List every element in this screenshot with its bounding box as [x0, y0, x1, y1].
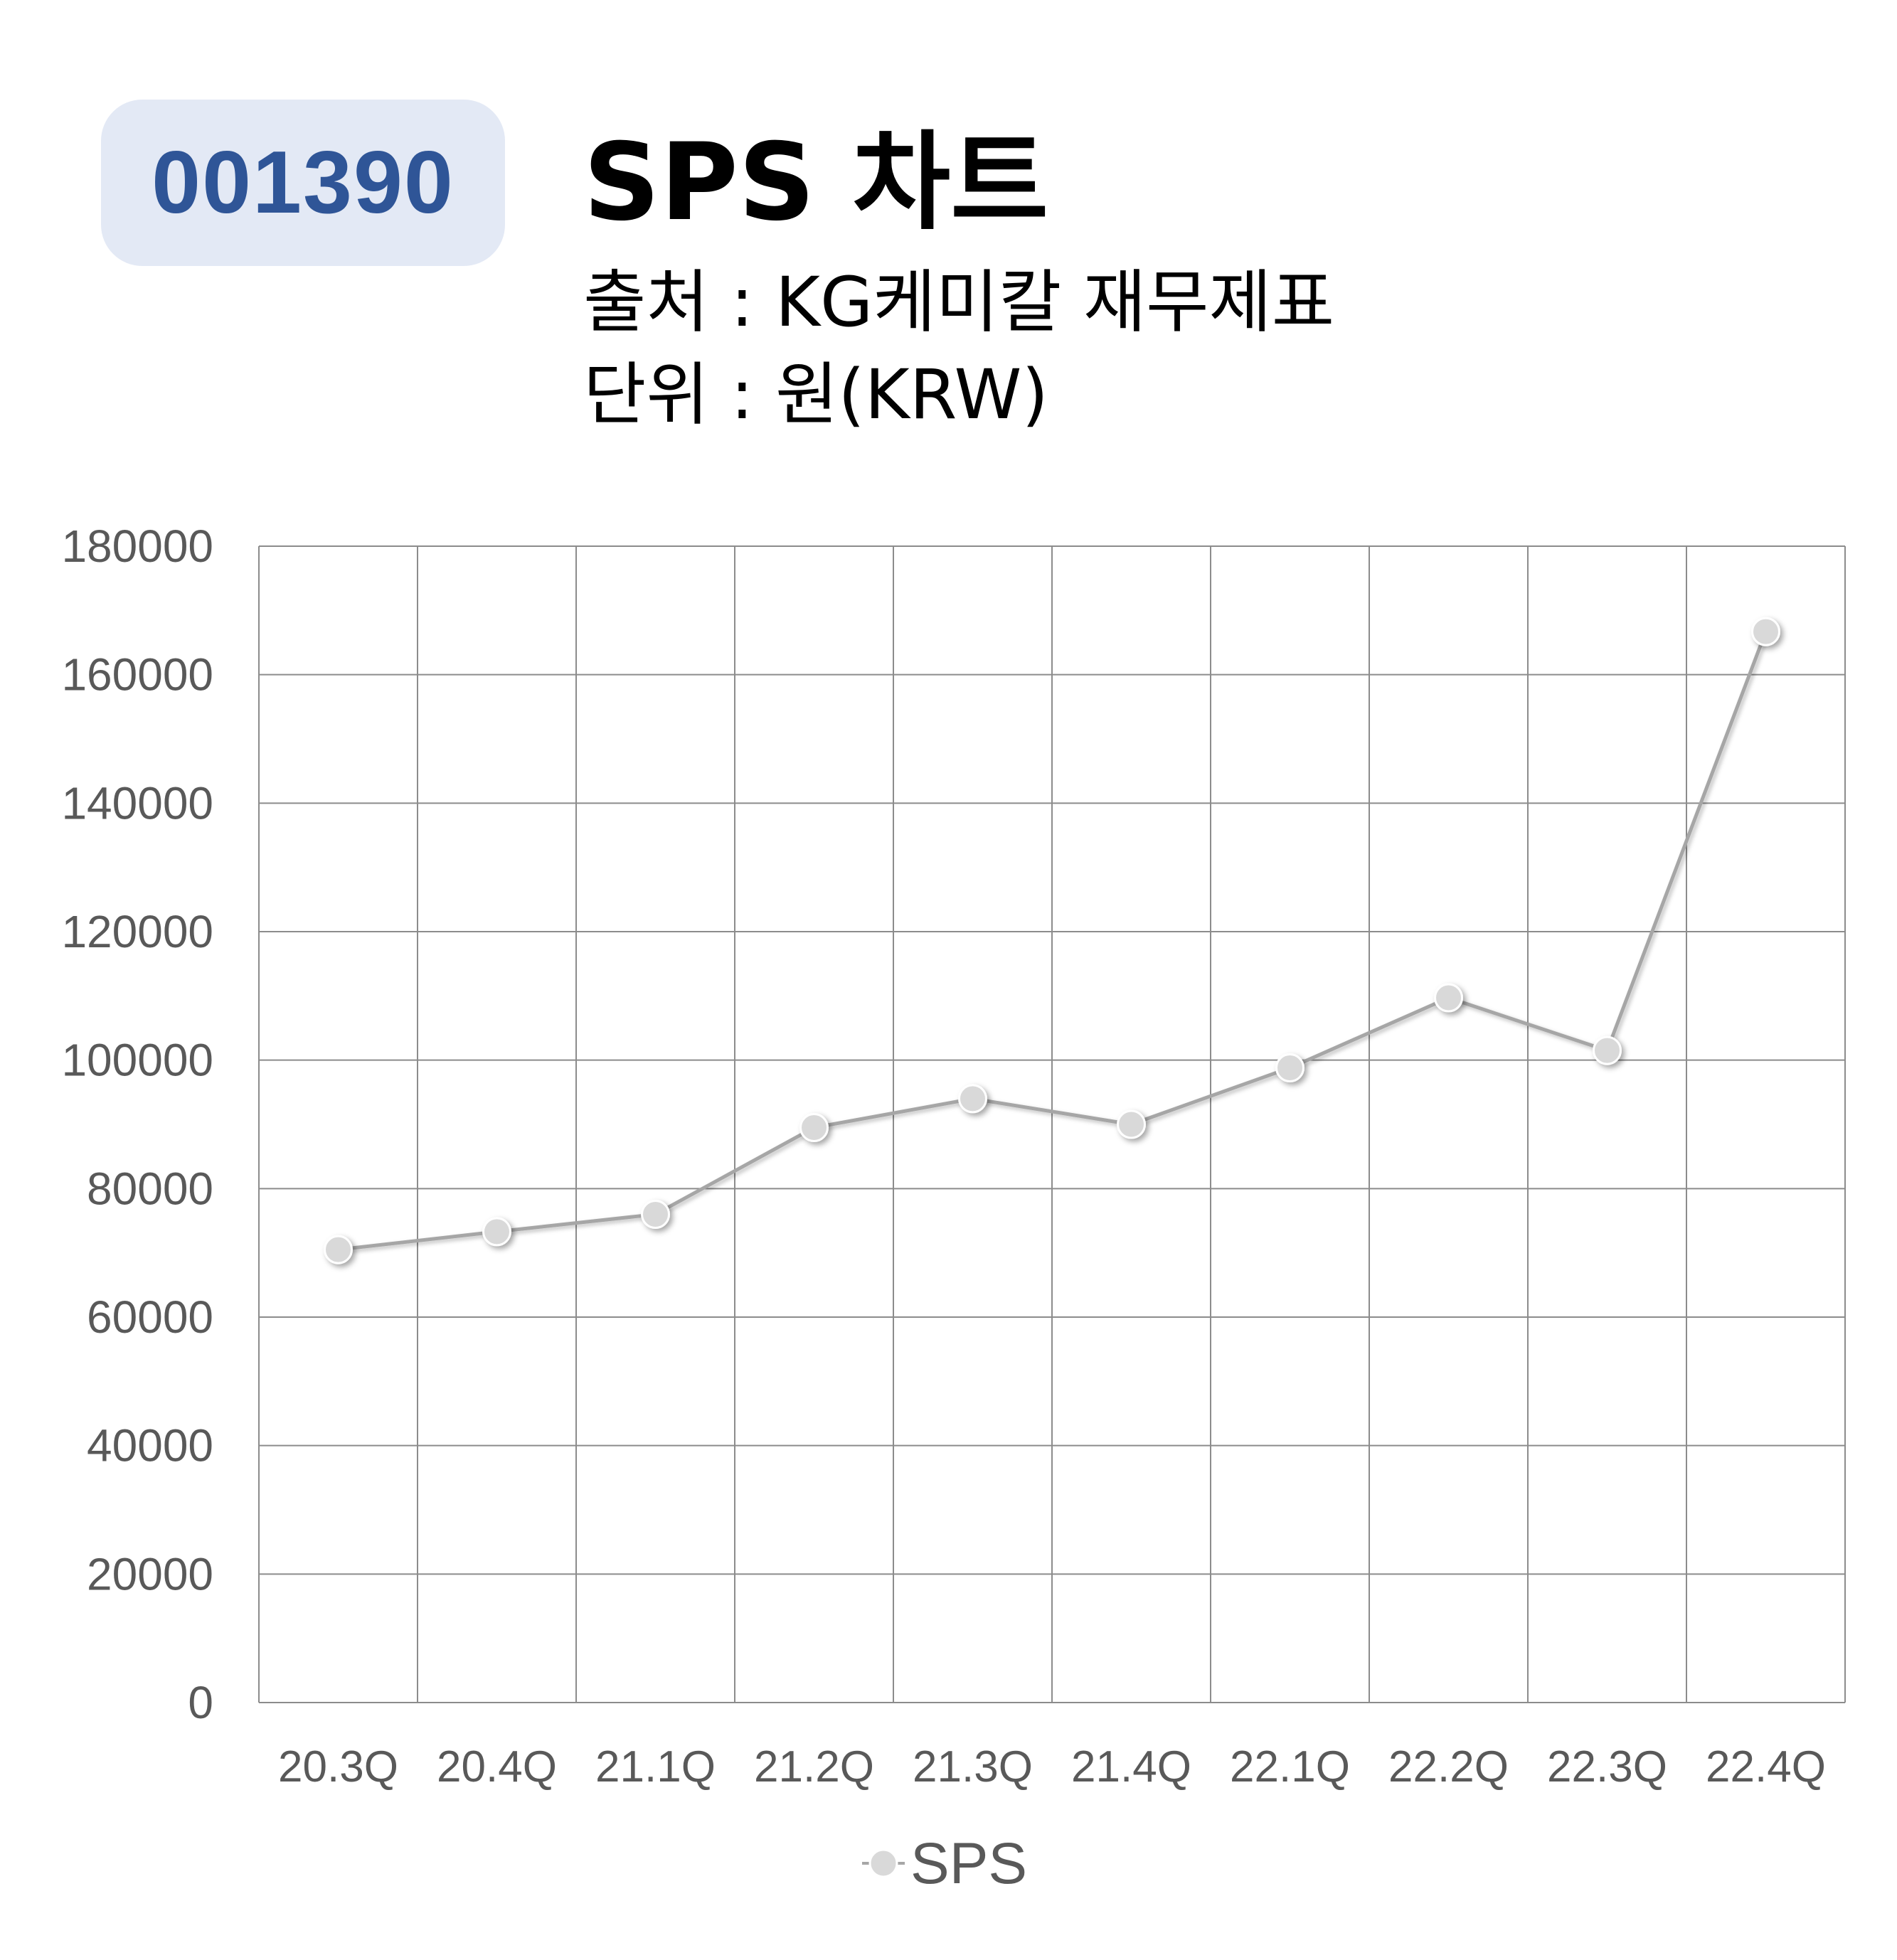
- y-tick-label: 100000: [61, 1035, 213, 1086]
- x-tick-label: 21.4Q: [1071, 1742, 1191, 1791]
- data-point: [1593, 1035, 1622, 1065]
- y-tick-label: 160000: [61, 649, 213, 701]
- series-line-sps: [338, 631, 1768, 1252]
- data-point: [324, 1235, 353, 1264]
- data-point: [1117, 1109, 1146, 1139]
- chart-title: SPS 차트: [583, 121, 1049, 245]
- y-tick-label: 0: [188, 1677, 213, 1728]
- data-point: [1275, 1053, 1304, 1083]
- stock-code: 001390: [152, 134, 455, 232]
- y-tick-label: 120000: [61, 906, 213, 957]
- grid: [258, 545, 1846, 1703]
- data-point: [482, 1217, 511, 1247]
- data-point: [1751, 617, 1780, 646]
- data-point: [799, 1113, 829, 1143]
- y-tick-label: 40000: [87, 1420, 213, 1471]
- x-tick-label: 21.3Q: [913, 1742, 1033, 1791]
- legend-label-sps: SPS: [910, 1831, 1027, 1896]
- data-point: [1434, 983, 1463, 1013]
- stock-code-badge: 001390: [101, 100, 505, 266]
- y-tick-label: 180000: [61, 521, 213, 572]
- x-tick-label: 21.2Q: [754, 1742, 874, 1791]
- x-tick-label: 22.1Q: [1230, 1742, 1350, 1791]
- x-tick-label: 20.3Q: [278, 1742, 398, 1791]
- legend-marker-swatch: [868, 1848, 898, 1878]
- data-point: [641, 1199, 670, 1229]
- legend: SPS: [862, 1831, 1027, 1896]
- y-tick-label: 20000: [87, 1548, 213, 1599]
- x-tick-label: 22.2Q: [1388, 1742, 1509, 1791]
- y-axis-ticks: 0 20000 40000 60000 80000 100000 120000 140000 1…: [61, 521, 213, 1728]
- series-sps: [324, 617, 1780, 1264]
- x-tick-label: 21.1Q: [595, 1742, 716, 1791]
- x-tick-label: 22.3Q: [1547, 1742, 1667, 1791]
- x-axis-ticks: 20.3Q 20.4Q 21.1Q 21.2Q 21.3Q 21.4Q 22.1Q 22.2Q…: [278, 1742, 1826, 1791]
- y-tick-label: 60000: [87, 1291, 213, 1343]
- y-tick-label: 80000: [87, 1163, 213, 1214]
- x-tick-label: 22.4Q: [1706, 1742, 1826, 1791]
- unit-label: 단위 : 원(KRW): [583, 355, 1048, 435]
- x-tick-label: 20.4Q: [437, 1742, 557, 1791]
- data-point: [958, 1084, 987, 1114]
- source-label: 출처 : KG케미칼 재무제표: [583, 262, 1335, 342]
- y-tick-label: 140000: [61, 777, 213, 829]
